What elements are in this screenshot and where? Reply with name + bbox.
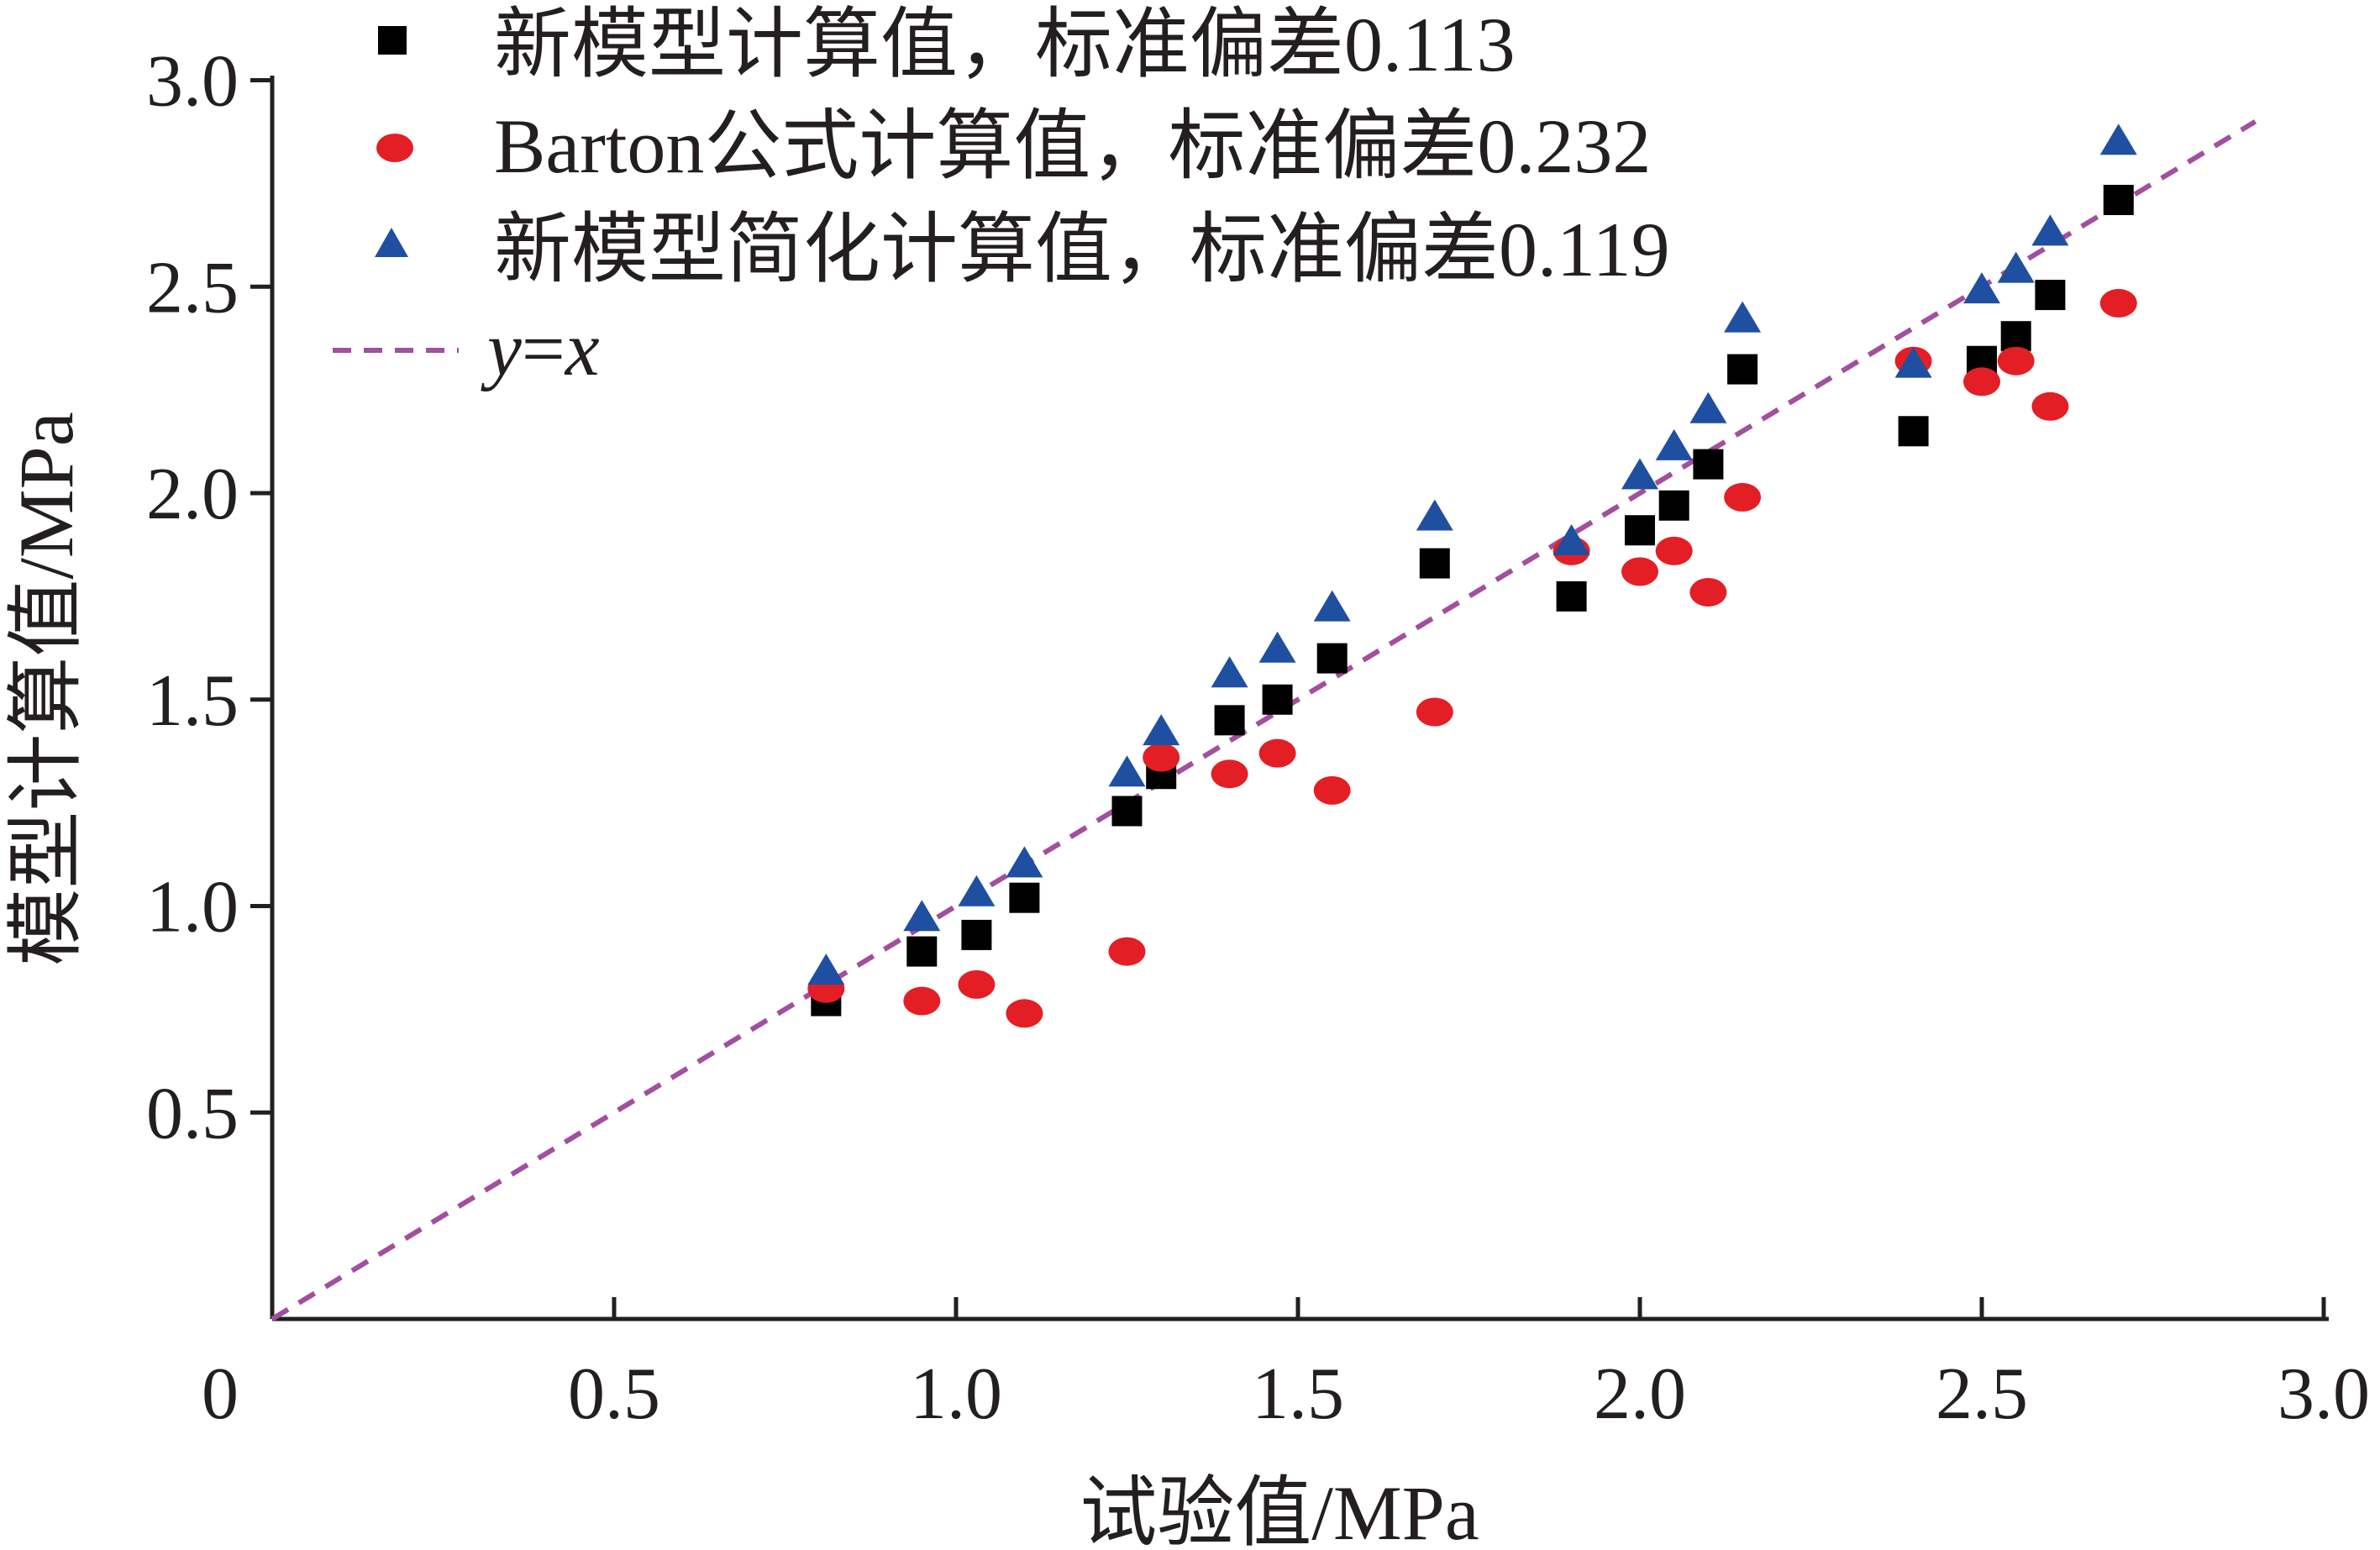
legend-label-simplified: 新模型简化计算值，标准偏差0.119 bbox=[494, 207, 1670, 292]
point-new-model bbox=[1898, 416, 1929, 447]
y-tick-label: 1.0 bbox=[146, 867, 239, 948]
point-barton bbox=[1313, 775, 1351, 805]
point-barton bbox=[2099, 288, 2137, 318]
point-barton bbox=[1689, 577, 1727, 607]
point-new-model bbox=[1316, 643, 1348, 674]
x-tick-label: 3.0 bbox=[2278, 1353, 2370, 1435]
point-barton bbox=[1655, 536, 1693, 565]
point-new-model bbox=[1111, 796, 1143, 827]
y-tick-label: 3.0 bbox=[146, 41, 239, 123]
data-points bbox=[807, 123, 2137, 1028]
point-simplified bbox=[1724, 301, 1762, 333]
y-axis-ticks: 0.5 1.0 1.5 2.0 2.5 3.0 bbox=[146, 41, 272, 1154]
point-barton bbox=[1006, 999, 1043, 1028]
point-simplified bbox=[1143, 714, 1180, 746]
point-simplified bbox=[1258, 631, 1296, 663]
point-simplified bbox=[807, 954, 845, 985]
x-axis-ticks: 0.5 1.0 1.5 2.0 2.5 3.0 bbox=[568, 1297, 2370, 1435]
point-barton bbox=[958, 969, 996, 999]
y-axis-title: 模型计算值/MPa bbox=[3, 412, 89, 965]
y-tick-label: 0.5 bbox=[146, 1073, 239, 1154]
point-simplified bbox=[2031, 214, 2069, 246]
point-simplified bbox=[1313, 590, 1351, 622]
point-new-model bbox=[1727, 354, 1758, 385]
point-new-model bbox=[1262, 684, 1293, 715]
point-barton bbox=[1963, 367, 2000, 397]
point-barton bbox=[1416, 697, 1453, 727]
point-new-model bbox=[1214, 705, 1245, 736]
point-barton bbox=[1143, 743, 1180, 772]
legend: 新模型计算值，标准偏差0.113 Barton公式计算值，标准偏差0.232 新… bbox=[333, 2, 1670, 391]
point-new-model bbox=[1556, 581, 1587, 612]
origin-label: 0 bbox=[202, 1353, 239, 1435]
point-new-model bbox=[1693, 449, 1724, 480]
legend-marker-simplified bbox=[375, 228, 408, 257]
point-barton bbox=[1621, 557, 1658, 586]
point-simplified bbox=[958, 875, 996, 906]
point-new-model bbox=[2035, 280, 2066, 311]
point-simplified bbox=[903, 900, 941, 932]
point-simplified bbox=[1621, 458, 1658, 490]
point-new-model bbox=[1009, 882, 1040, 913]
point-barton bbox=[1997, 346, 2035, 376]
point-new-model bbox=[1419, 548, 1450, 579]
legend-label-barton: Barton公式计算值，标准偏差0.232 bbox=[494, 103, 1651, 189]
point-simplified bbox=[1997, 251, 2035, 283]
x-tick-label: 2.5 bbox=[1936, 1353, 2028, 1435]
legend-label-new-model: 新模型计算值，标准偏差0.113 bbox=[494, 2, 1516, 87]
x-axis-title: 试验值/MPa bbox=[1080, 1470, 1479, 1550]
y-tick-label: 2.0 bbox=[146, 454, 239, 535]
point-simplified bbox=[1416, 499, 1453, 531]
legend-label-identity-line: y=x bbox=[481, 306, 600, 391]
point-barton bbox=[2031, 391, 2069, 421]
point-simplified bbox=[2099, 123, 2137, 155]
point-new-model bbox=[961, 919, 992, 950]
point-simplified bbox=[1006, 846, 1043, 878]
legend-marker-new-model bbox=[378, 26, 407, 55]
point-new-model bbox=[2000, 321, 2031, 352]
point-barton bbox=[903, 986, 941, 1016]
point-barton bbox=[1108, 937, 1146, 966]
point-simplified bbox=[1553, 523, 1590, 555]
identity-reference-line bbox=[271, 119, 2257, 1321]
point-new-model bbox=[2103, 185, 2134, 216]
point-barton bbox=[1211, 759, 1248, 789]
legend-marker-barton bbox=[376, 134, 413, 162]
y-tick-label: 2.5 bbox=[146, 247, 239, 328]
point-barton bbox=[1724, 482, 1762, 512]
point-new-model bbox=[1625, 515, 1655, 546]
point-simplified bbox=[1963, 272, 2000, 304]
y-tick-label: 1.5 bbox=[146, 660, 239, 742]
point-simplified bbox=[1108, 755, 1146, 787]
point-simplified bbox=[1211, 656, 1248, 688]
x-tick-label: 0.5 bbox=[568, 1353, 660, 1435]
point-simplified bbox=[1655, 428, 1693, 460]
x-tick-label: 1.0 bbox=[910, 1353, 1002, 1435]
x-tick-label: 1.5 bbox=[1252, 1353, 1344, 1435]
x-tick-label: 2.0 bbox=[1594, 1353, 1686, 1435]
point-barton bbox=[1258, 738, 1296, 768]
point-new-model bbox=[1658, 490, 1689, 521]
point-new-model bbox=[906, 936, 938, 967]
point-simplified bbox=[1894, 346, 1932, 378]
point-simplified bbox=[1689, 391, 1727, 423]
